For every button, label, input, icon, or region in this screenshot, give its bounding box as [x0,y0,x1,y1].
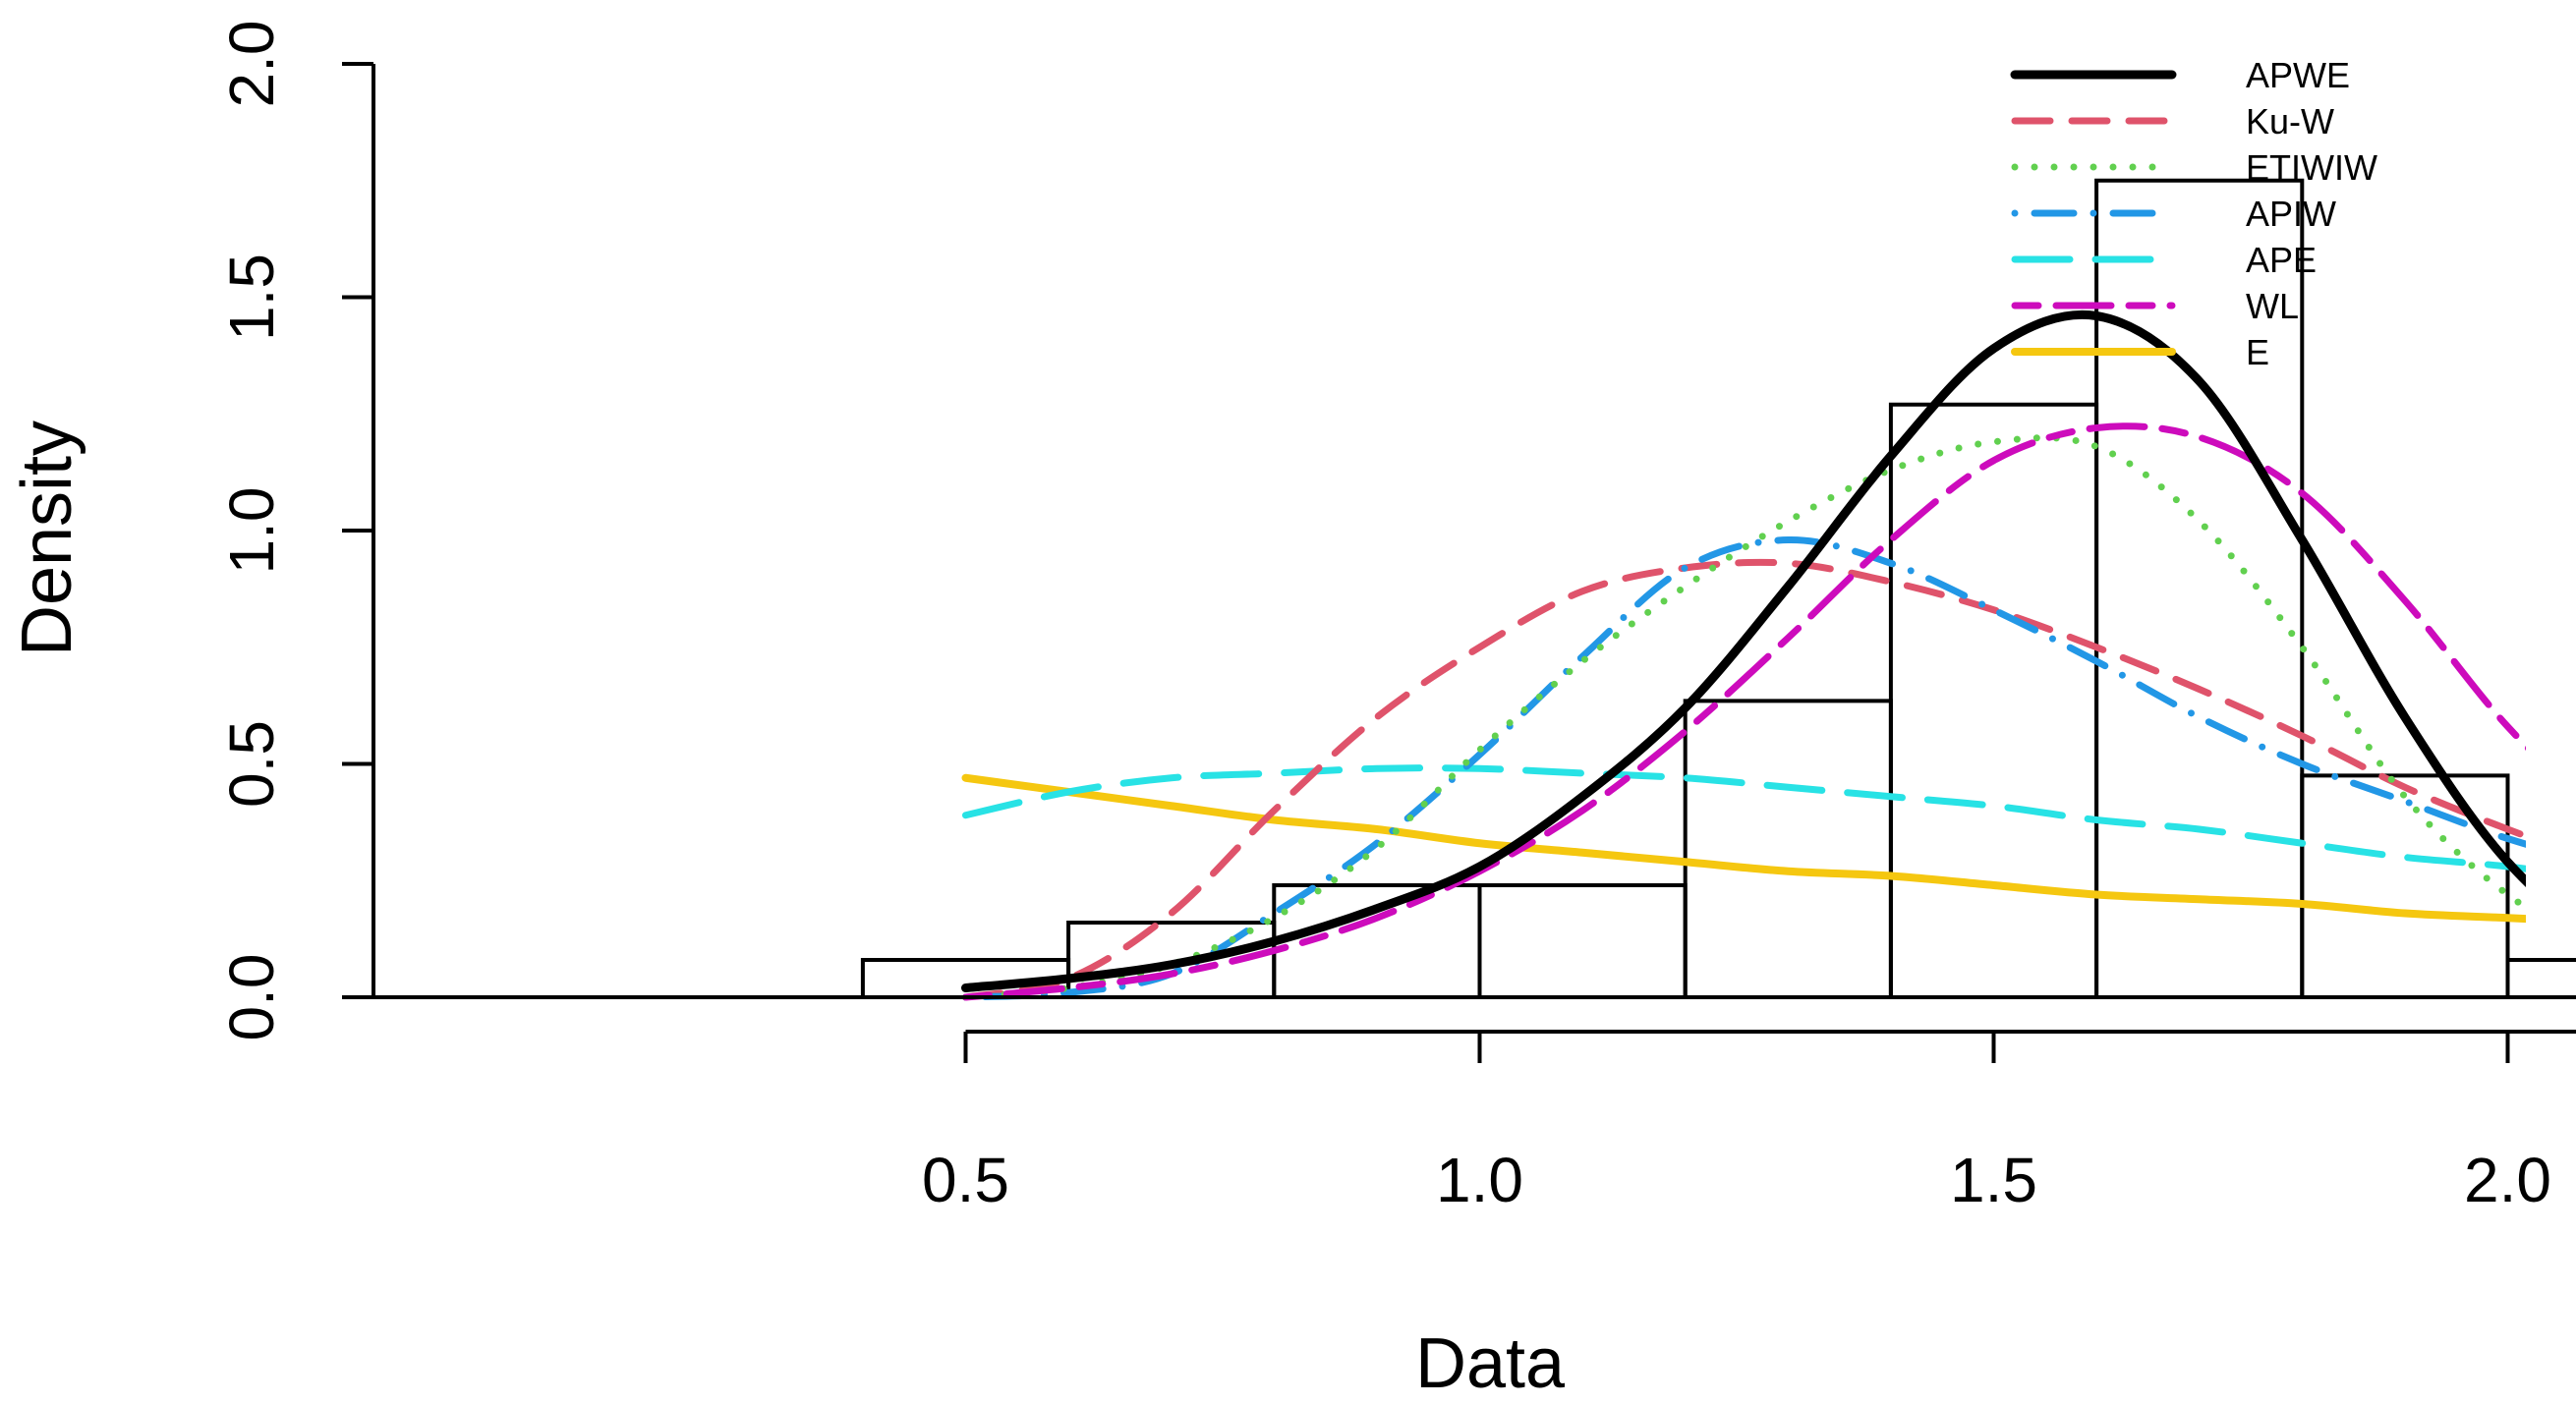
y-tick-label: 1.0 [216,487,287,575]
legend-label-e: E [2246,332,2269,372]
x-tick-label: 2.0 [2464,1145,2551,1215]
curve-e [961,773,2526,924]
curve-apwe [961,309,2526,992]
histogram-bars [860,178,2576,999]
curve-ape [962,764,2526,872]
curve-apiw [962,535,2526,1001]
axes: 0.51.01.52.02.50.00.51.01.52.0 [216,21,2576,1215]
x-tick-label: 1.0 [1436,1145,1523,1215]
density-curves [961,309,2526,1001]
legend-label-etiwiw: ETIWIW [2246,147,2377,188]
x-axis-title: Data [1415,1324,1566,1403]
x-tick-label: 0.5 [922,1145,1009,1215]
histogram-bar [1477,883,1688,999]
x-tick-label: 1.5 [1950,1145,2037,1215]
y-axis-title: Density [8,421,86,656]
legend-label-ku-w: Ku-W [2246,101,2334,141]
y-tick-label: 1.5 [216,253,287,341]
y-tick-label: 0.5 [216,720,287,808]
histogram-bar [2300,773,2510,999]
y-tick-label: 2.0 [216,21,287,108]
legend-label-apiw: APIW [2246,194,2336,234]
legend: APWE Ku-W ETIWIW APIW APE WL E [2010,55,2377,372]
histogram-bar [2505,958,2576,999]
histogram-bar [1683,699,1893,999]
legend-label-wl: WL [2246,286,2299,326]
legend-label-ape: APE [2246,240,2317,280]
histogram-bar [1888,402,2099,999]
curve-wl [962,422,2526,1001]
y-tick-label: 0.0 [216,954,287,1041]
legend-label-apwe: APWE [2246,55,2350,95]
